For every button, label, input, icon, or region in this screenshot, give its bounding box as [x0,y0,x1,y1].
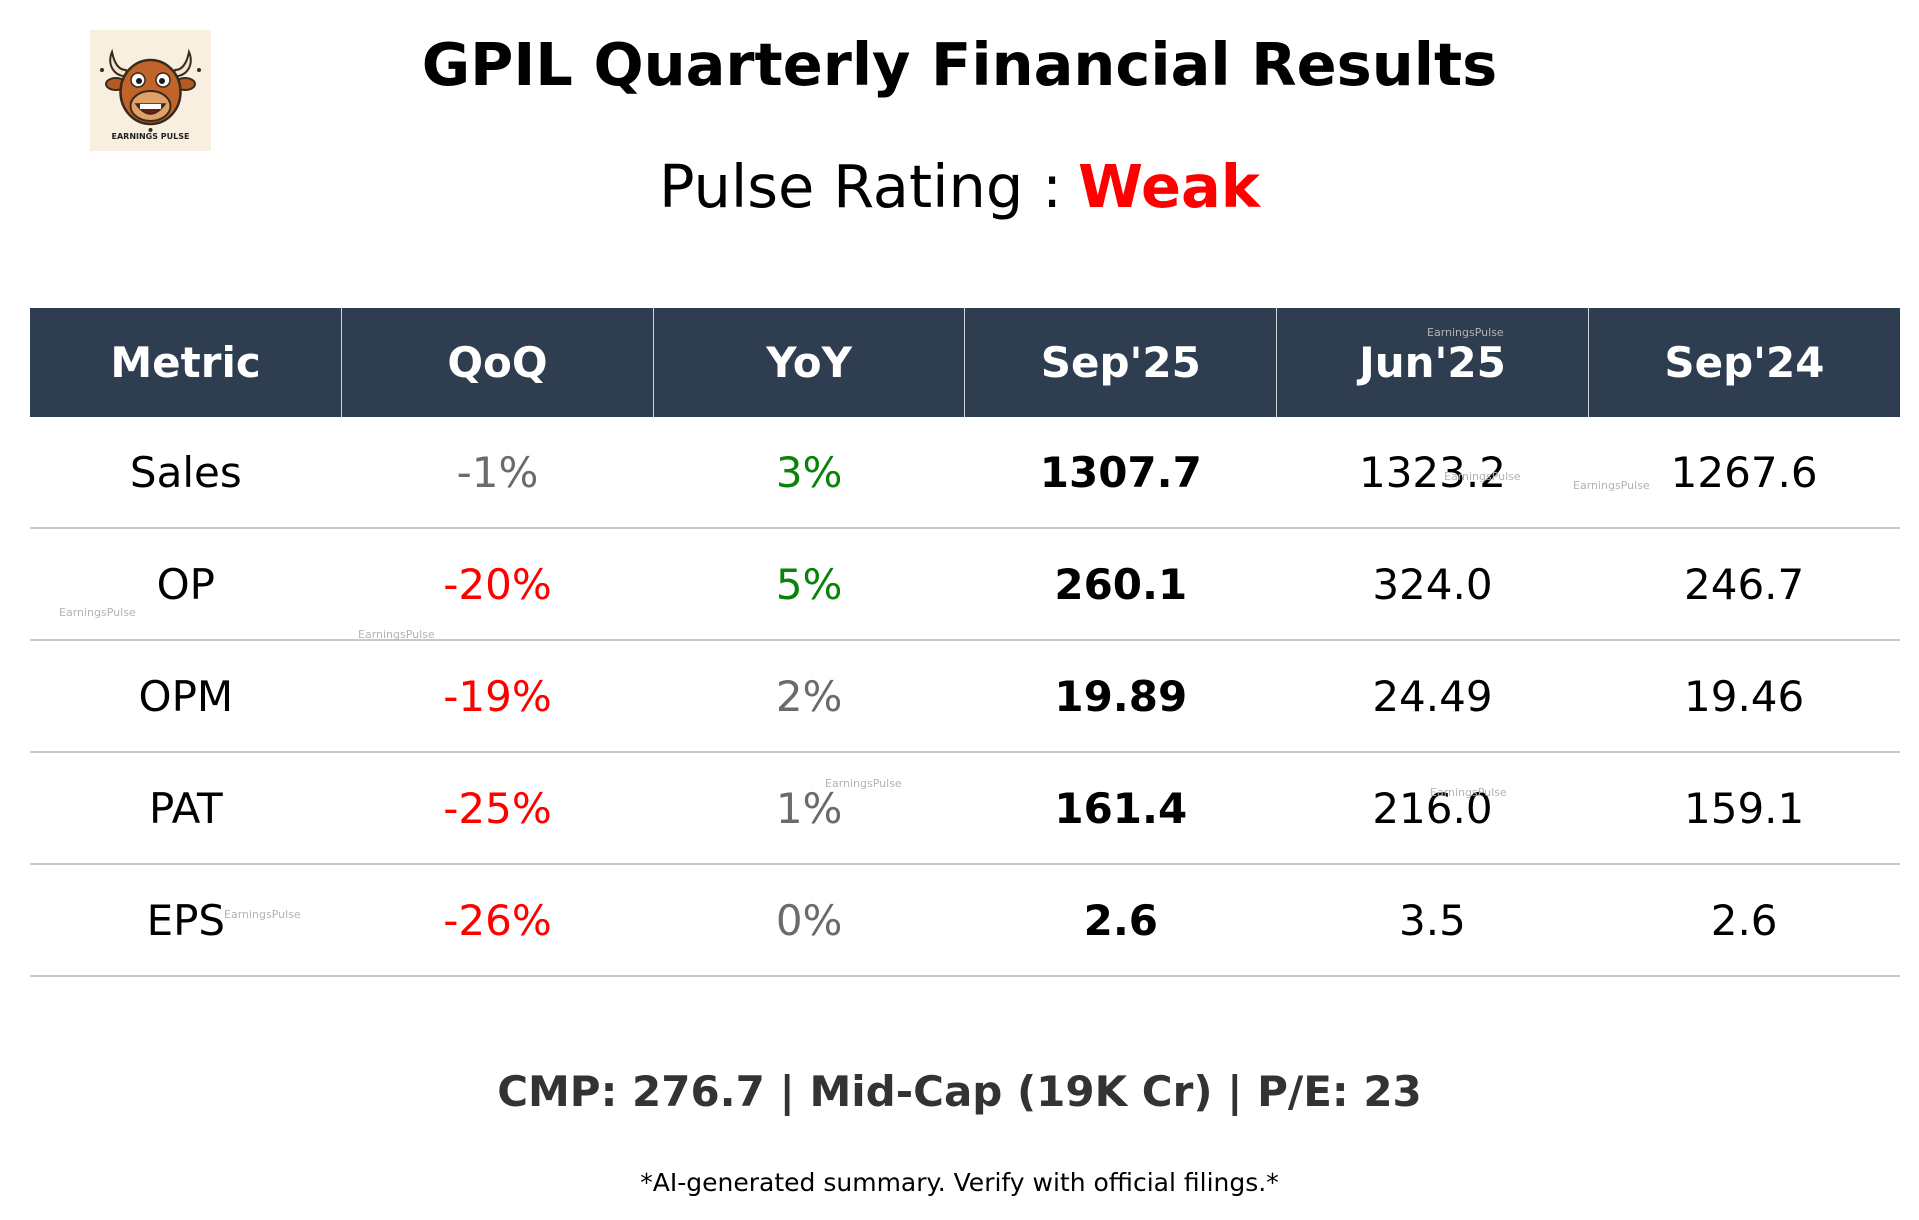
sep25-cell: 19.89 [964,640,1277,753]
pulse-rating-label: Pulse Rating : [658,152,1062,221]
qoq-cell: -20% [341,528,654,641]
sep25-cell: 161.4 [964,752,1277,865]
header-jun25: Jun'25 [1276,308,1589,417]
jun25-cell: 1323.2 [1276,417,1589,529]
table-row: PAT -25% 1% 161.4 216.0 159.1 [30,752,1900,865]
qoq-cell: -1% [341,417,654,529]
results-table: Metric QoQ YoY Sep'25 Jun'25 Sep'24 Sale… [30,308,1900,977]
qoq-cell: -26% [341,864,654,977]
jun25-cell: 3.5 [1276,864,1589,977]
table-row: OP -20% 5% 260.1 324.0 246.7 [30,528,1900,641]
logo-wordmark: EARNINGS PULSE [111,132,190,141]
table-row: Sales -1% 3% 1307.7 1323.2 1267.6 [30,417,1900,529]
pulse-rating-value: Weak [1077,152,1261,221]
qoq-cell: -19% [341,640,654,753]
watermark-text: EarningsPulse [224,908,301,921]
bull-icon [100,48,201,132]
earnings-pulse-logo: EARNINGS PULSE [90,30,211,151]
header-metric: Metric [30,308,342,417]
watermark-text: EarningsPulse [358,628,435,641]
sep24-cell: 159.1 [1588,752,1900,865]
table-row: EPS -26% 0% 2.6 3.5 2.6 [30,864,1900,977]
sep24-cell: 246.7 [1588,528,1900,641]
pulse-rating: Pulse Rating : Weak [0,152,1919,221]
watermark-text: EarningsPulse [825,777,902,790]
yoy-cell: 3% [653,417,965,529]
metric-cell: OPM [30,640,342,753]
watermark-text: EarningsPulse [59,606,136,619]
sep24-cell: 2.6 [1588,864,1900,977]
sep24-cell: 19.46 [1588,640,1900,753]
jun25-cell: 216.0 [1276,752,1589,865]
sep25-cell: 1307.7 [964,417,1277,529]
table-header-row: Metric QoQ YoY Sep'25 Jun'25 Sep'24 [30,308,1900,417]
jun25-cell: 324.0 [1276,528,1589,641]
page-title: GPIL Quarterly Financial Results [421,30,1498,99]
market-summary: CMP: 276.7 | Mid-Cap (19K Cr) | P/E: 23 [497,1067,1422,1116]
yoy-cell: 1% [653,752,965,865]
yoy-cell: 5% [653,528,965,641]
sep25-cell: 2.6 [964,864,1277,977]
yoy-cell: 0% [653,864,965,977]
watermark-text: EarningsPulse [1573,479,1650,492]
sep24-cell: 1267.6 [1588,417,1900,529]
header-yoy: YoY [652,308,965,417]
sep25-cell: 260.1 [964,528,1277,641]
metric-cell: EPS [30,864,342,977]
jun25-cell: 24.49 [1276,640,1589,753]
table-row: OPM -19% 2% 19.89 24.49 19.46 [30,640,1900,753]
yoy-cell: 2% [653,640,965,753]
header-sep25: Sep'25 [964,308,1277,417]
metric-cell: OP [30,528,342,641]
metric-cell: Sales [30,417,342,529]
watermark-text: EarningsPulse [1444,470,1521,483]
disclaimer: *AI-generated summary. Verify with offic… [640,1168,1279,1197]
qoq-cell: -25% [341,752,654,865]
metric-cell: PAT [30,752,342,865]
watermark-text: EarningsPulse [1427,326,1504,339]
watermark-text: EarningsPulse [1430,786,1507,799]
header-qoq: QoQ [341,308,654,417]
header-sep24: Sep'24 [1587,308,1900,417]
